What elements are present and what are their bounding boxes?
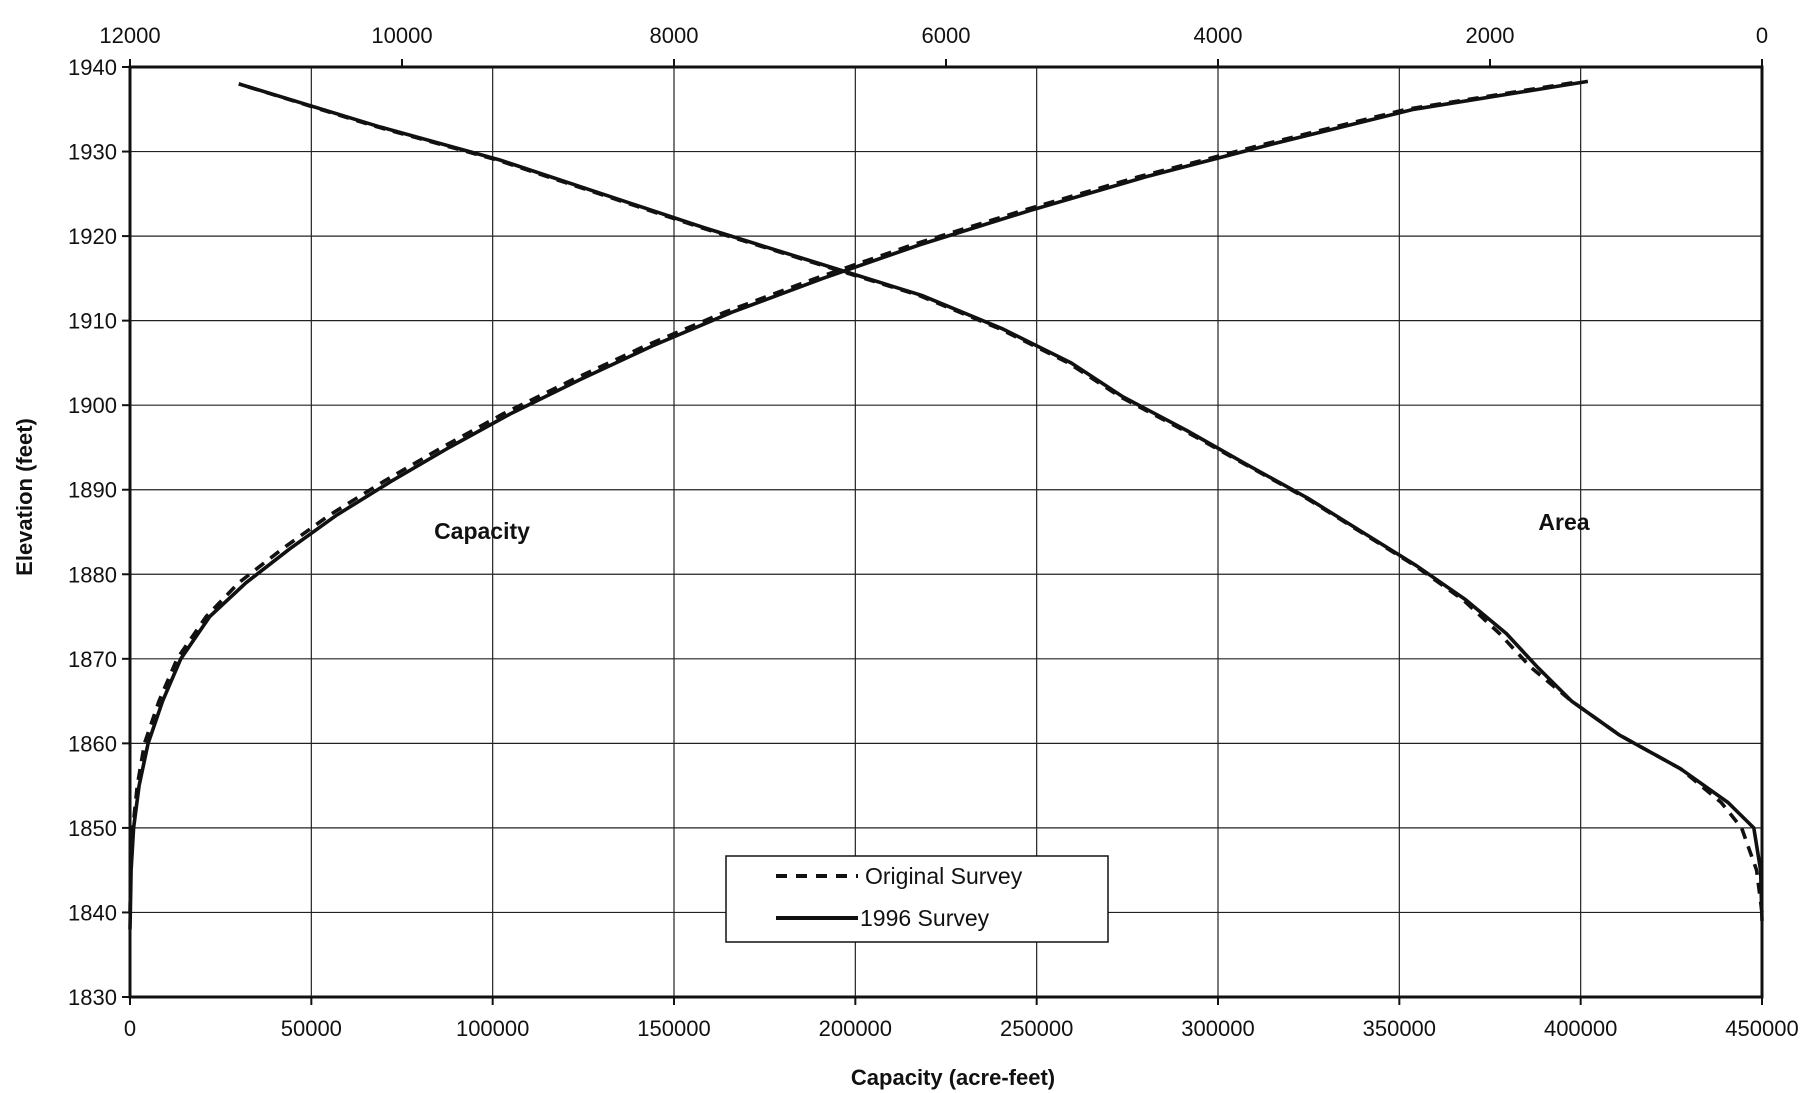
legend: Original Survey 1996 Survey bbox=[725, 855, 1109, 943]
x-tick-label: 0 bbox=[124, 1016, 136, 1041]
x2-tick-label: 0 bbox=[1756, 23, 1768, 48]
x-tick-label: 100000 bbox=[456, 1016, 529, 1041]
annotation-area: Area bbox=[1538, 509, 1589, 535]
x-tick-label: 350000 bbox=[1363, 1016, 1436, 1041]
x-axis-bottom: 0 50000 100000 150000 200000 250000 300000 3500… bbox=[124, 997, 1799, 1041]
y-tick-label: 1870 bbox=[68, 647, 117, 672]
x-tick-label: 400000 bbox=[1544, 1016, 1617, 1041]
y-tick-label: 1850 bbox=[68, 816, 117, 841]
x2-tick-label: 6000 bbox=[922, 23, 971, 48]
x2-tick-label: 2000 bbox=[1466, 23, 1515, 48]
x2-tick-label: 10000 bbox=[371, 23, 432, 48]
x-tick-label: 450000 bbox=[1725, 1016, 1798, 1041]
area-curve-1996-survey bbox=[238, 82, 1764, 921]
y-axis-title: Elevation (feet) bbox=[12, 418, 37, 576]
y-tick-label: 1920 bbox=[68, 224, 117, 249]
y-tick-label: 1880 bbox=[68, 562, 117, 587]
x2-tick-label: 4000 bbox=[1194, 23, 1243, 48]
capacity-curve-1996-survey bbox=[128, 79, 1589, 930]
y-tick-label: 1890 bbox=[68, 478, 117, 503]
area-curve-original-survey bbox=[238, 82, 1764, 913]
y-tick-label: 1910 bbox=[68, 309, 117, 334]
y-tick-label: 1900 bbox=[68, 393, 117, 418]
chart-series bbox=[128, 79, 1764, 930]
x-tick-label: 50000 bbox=[281, 1016, 342, 1041]
x-tick-label: 150000 bbox=[637, 1016, 710, 1041]
x-axis-top: 12000 10000 8000 6000 4000 2000 0 bbox=[99, 23, 1768, 67]
y-tick-label: 1940 bbox=[68, 55, 117, 80]
capacity-curve-original-survey bbox=[128, 79, 1581, 913]
x-tick-label: 250000 bbox=[1000, 1016, 1073, 1041]
y-tick-label: 1840 bbox=[68, 900, 117, 925]
x2-tick-label: 12000 bbox=[99, 23, 160, 48]
x-axis-title: Capacity (acre-feet) bbox=[851, 1065, 1055, 1090]
y-axis-left: 1830 1840 1850 1860 1870 1880 1890 1900 1910 1920… bbox=[68, 55, 130, 1010]
legend-label-1996-survey: 1996 Survey bbox=[860, 905, 990, 931]
y-tick-label: 1860 bbox=[68, 731, 117, 756]
x-tick-label: 200000 bbox=[819, 1016, 892, 1041]
y-tick-label: 1830 bbox=[68, 985, 117, 1010]
legend-box bbox=[725, 855, 1109, 943]
x-tick-label: 300000 bbox=[1181, 1016, 1254, 1041]
x2-tick-label: 8000 bbox=[650, 23, 699, 48]
legend-label-original-survey: Original Survey bbox=[865, 863, 1023, 889]
annotation-capacity: Capacity bbox=[434, 518, 530, 544]
y-tick-label: 1930 bbox=[68, 140, 117, 165]
